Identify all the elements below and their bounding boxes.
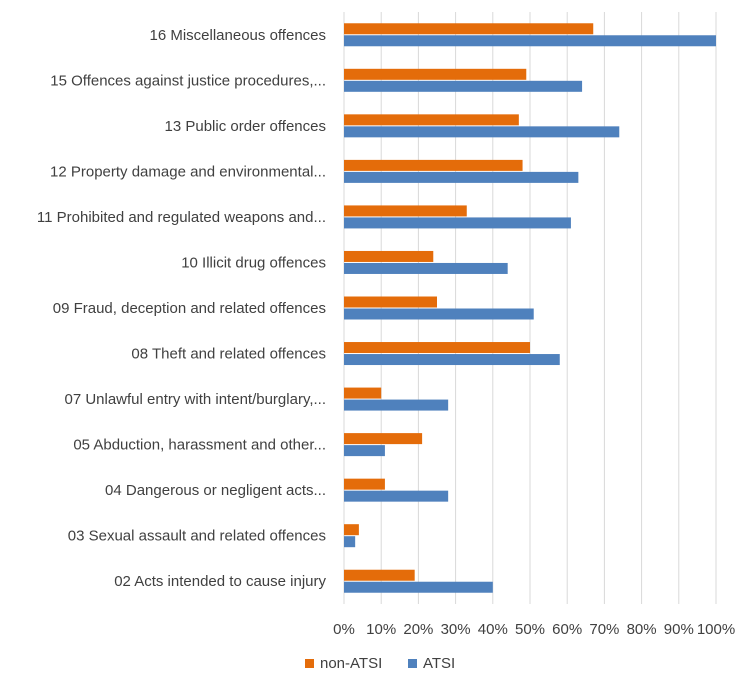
category-label-0: 16 Miscellaneous offences — [150, 27, 327, 44]
x-tick-label-7: 70% — [589, 621, 619, 638]
x-tick-label-8: 80% — [627, 621, 657, 638]
x-tick-label-4: 40% — [478, 621, 508, 638]
x-tick-label-2: 20% — [403, 621, 433, 638]
x-tick-label-6: 60% — [552, 621, 582, 638]
bar-atsi-8 — [344, 399, 449, 411]
x-tick-label-3: 30% — [441, 621, 471, 638]
bar-non-atsi-1 — [344, 68, 527, 80]
gridlines — [343, 12, 717, 604]
bar-non-atsi-6 — [344, 296, 437, 308]
category-label-7: 08 Theft and related offences — [131, 346, 326, 363]
bar-non-atsi-5 — [344, 250, 434, 262]
category-label-4: 11 Prohibited and regulated weapons and.… — [37, 209, 326, 226]
category-label-3: 12 Property damage and environmental... — [50, 163, 326, 180]
category-label-2: 13 Public order offences — [165, 118, 327, 135]
bar-atsi-7 — [344, 354, 560, 366]
bar-non-atsi-10 — [344, 478, 385, 490]
category-label-10: 04 Dangerous or negligent acts... — [105, 482, 326, 499]
bar-atsi-2 — [344, 126, 620, 138]
x-axis-tick-labels: 0% 10% 20% 30% 40% 50% 60% 70% 80% 90% 100% — [333, 621, 735, 638]
category-label-12: 02 Acts intended to cause injury — [114, 573, 326, 590]
bar-atsi-10 — [344, 490, 449, 502]
legend: non-ATSI ATSI — [305, 655, 455, 672]
category-label-5: 10 Illicit drug offences — [181, 254, 326, 271]
bar-atsi-11 — [344, 536, 356, 548]
bar-atsi-12 — [344, 581, 493, 593]
bar-non-atsi-4 — [344, 205, 467, 217]
bar-non-atsi-0 — [344, 23, 594, 35]
bar-atsi-6 — [344, 308, 534, 320]
bar-non-atsi-2 — [344, 114, 519, 126]
category-label-9: 05 Abduction, harassment and other... — [73, 437, 326, 454]
bars — [344, 23, 716, 593]
legend-swatch-atsi — [408, 659, 417, 668]
legend-swatch-non-atsi — [305, 659, 314, 668]
bar-atsi-3 — [344, 171, 579, 183]
bar-atsi-4 — [344, 217, 571, 229]
bar-non-atsi-12 — [344, 569, 415, 581]
legend-label-non-atsi: non-ATSI — [320, 655, 382, 672]
bar-non-atsi-8 — [344, 387, 382, 399]
bar-atsi-1 — [344, 80, 583, 92]
x-tick-label-9: 90% — [664, 621, 694, 638]
bar-non-atsi-11 — [344, 524, 359, 536]
bar-non-atsi-3 — [344, 159, 523, 171]
bar-non-atsi-9 — [344, 433, 423, 445]
bar-non-atsi-7 — [344, 342, 530, 354]
x-tick-label-1: 10% — [366, 621, 396, 638]
legend-label-atsi: ATSI — [423, 655, 455, 672]
x-tick-label-10: 100% — [697, 621, 735, 638]
x-tick-label-5: 50% — [515, 621, 545, 638]
x-tick-label-0: 0% — [333, 621, 355, 638]
bar-atsi-0 — [344, 35, 716, 47]
bar-atsi-5 — [344, 262, 508, 274]
category-labels: 16 Miscellaneous offences 15 Offences aga… — [37, 27, 327, 590]
bar-atsi-9 — [344, 445, 385, 457]
category-label-11: 03 Sexual assault and related offences — [68, 528, 326, 545]
category-label-1: 15 Offences against justice procedures,.… — [50, 72, 326, 89]
category-label-8: 07 Unlawful entry with intent/burglary,.… — [64, 391, 326, 408]
category-label-6: 09 Fraud, deception and related offences — [53, 300, 326, 317]
